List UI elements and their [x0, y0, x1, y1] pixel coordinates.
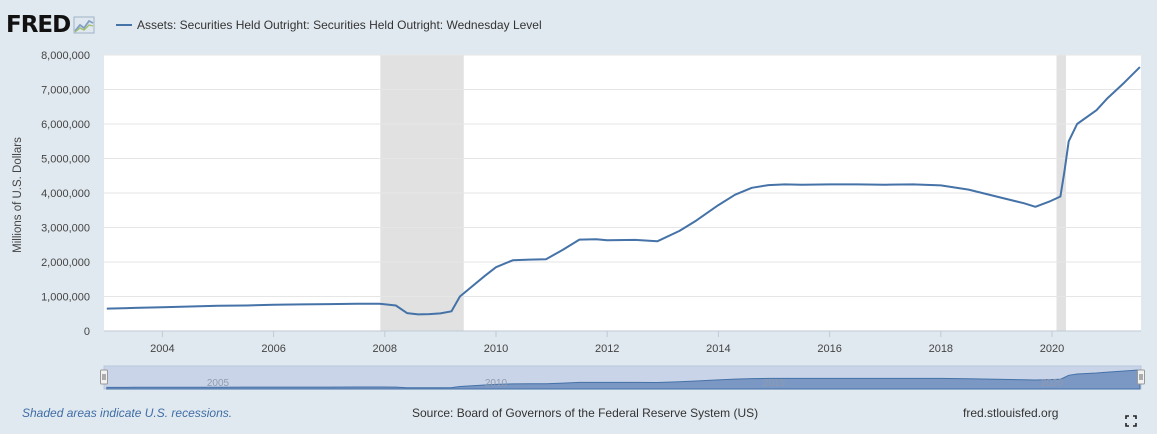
- y-tick-label: 5,000,000: [41, 154, 90, 166]
- y-tick-label: 6,000,000: [41, 119, 90, 131]
- y-tick-label: 3,000,000: [41, 223, 90, 235]
- x-tick-label: 2006: [261, 343, 285, 355]
- navigator-tick-label: 2005: [207, 378, 230, 389]
- y-tick-label: 1,000,000: [41, 292, 90, 304]
- logo-text: FRED: [6, 12, 71, 38]
- chart-header: FRED Assets: Securities Held Outright: S…: [0, 0, 1157, 50]
- y-tick-label: 4,000,000: [41, 188, 90, 200]
- y-tick-label: 8,000,000: [41, 50, 90, 62]
- chart-legend[interactable]: Assets: Securities Held Outright: Securi…: [116, 18, 542, 32]
- fred-logo[interactable]: FRED: [6, 12, 95, 38]
- fullscreen-icon[interactable]: [1125, 415, 1137, 427]
- handle-body: [1137, 369, 1145, 385]
- x-tick-label: 2004: [150, 343, 174, 355]
- legend-swatch: [116, 24, 132, 26]
- legend-label: Assets: Securities Held Outright: Securi…: [137, 18, 542, 32]
- navigator-handle-right[interactable]: [1137, 369, 1145, 385]
- x-tick-label: 2020: [1040, 343, 1064, 355]
- y-axis-label: Millions of U.S. Dollars: [12, 137, 24, 253]
- line-chart-icon: [73, 16, 95, 34]
- navigator-handle-left[interactable]: [100, 369, 108, 385]
- recession-note: Shaded areas indicate U.S. recessions.: [22, 406, 233, 420]
- x-tick-label: 2008: [373, 343, 397, 355]
- x-tick-label: 2018: [929, 343, 953, 355]
- navigator-tick-label: 2010: [485, 378, 508, 389]
- y-tick-label: 0: [84, 326, 90, 338]
- navigator-tick-label: 2020: [1041, 378, 1064, 389]
- navigator-tick-label: 2015: [763, 378, 786, 389]
- y-tick-label: 7,000,000: [41, 85, 90, 97]
- series-line: [106, 66, 1141, 316]
- navigator-series-area: [106, 369, 1141, 390]
- y-tick-label: 2,000,000: [41, 257, 90, 269]
- source-text: Source: Board of Governors of the Federa…: [412, 406, 759, 420]
- x-tick-label: 2016: [817, 343, 841, 355]
- x-tick-label: 2014: [706, 343, 730, 355]
- site-link[interactable]: fred.stlouisfed.org: [963, 406, 1059, 420]
- x-tick-label: 2012: [595, 343, 619, 355]
- x-tick-label: 2010: [484, 343, 508, 355]
- handle-body: [100, 369, 108, 385]
